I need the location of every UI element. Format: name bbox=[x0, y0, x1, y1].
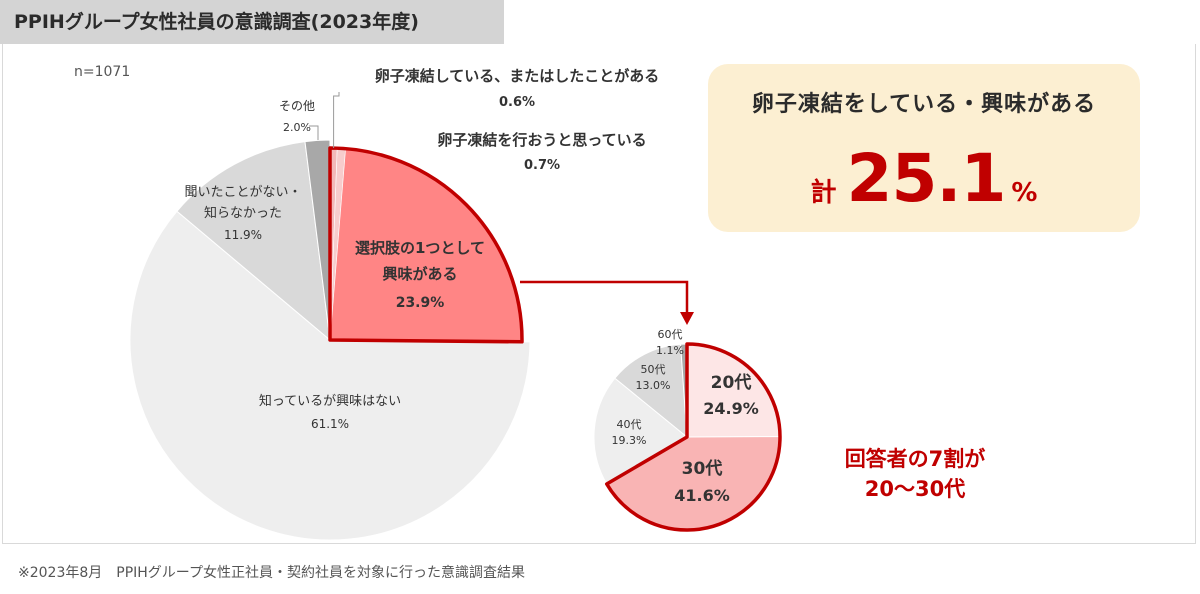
age-slice-1-value: 41.6% bbox=[674, 486, 730, 505]
connector-arrowhead bbox=[680, 312, 694, 325]
small-slice-leader-line bbox=[333, 92, 340, 148]
main-pie-slice-4 bbox=[176, 141, 331, 342]
connector-arrow bbox=[520, 280, 694, 325]
slice-0-label: 卵子凍結している、またはしたことがある bbox=[375, 67, 660, 85]
slice-5-value: 2.0% bbox=[283, 121, 311, 134]
slice-5-label: その他 bbox=[279, 99, 315, 113]
main-pie-labels: 卵子凍結している、またはしたことがある 0.6% 卵子凍結を行おうと思っている 0.7… bbox=[184, 67, 659, 431]
age-slice-2-label: 40代 bbox=[617, 418, 642, 431]
slice-1-value: 0.7% bbox=[524, 158, 560, 173]
footnote: ※2023年8月 PPIHグループ女性正社員・契約社員を対象に行った意識調査結果 bbox=[18, 565, 525, 581]
age-note-line-2: 20〜30代 bbox=[864, 477, 966, 501]
age-note: 回答者の7割が 20〜30代 bbox=[830, 444, 1000, 504]
chart-panel bbox=[2, 44, 1196, 544]
slice-4-label-line-0: 聞いたことがない・ bbox=[184, 185, 301, 200]
age-slice-3-label: 50代 bbox=[641, 363, 666, 376]
summary-callout: 卵子凍結をしている・興味がある 計 25.1% bbox=[708, 64, 1140, 232]
main-pie bbox=[129, 139, 531, 541]
age-slice-4-value: 1.1% bbox=[656, 344, 684, 357]
chart-title: PPIHグループ女性社員の意識調査(2023年度) bbox=[0, 0, 504, 44]
callout-prefix: 計 bbox=[810, 178, 837, 208]
main-pie-slice-5 bbox=[304, 139, 331, 341]
slice-1-label: 卵子凍結を行おうと思っている bbox=[437, 131, 646, 149]
slice-3-value: 61.1% bbox=[311, 417, 349, 431]
slice-4-label-line-1: 知らなかった bbox=[204, 205, 282, 221]
age-slice-1-label: 30代 bbox=[682, 458, 723, 479]
main-pie-slice-3 bbox=[129, 210, 531, 541]
callout-value: 25.1 bbox=[846, 140, 1007, 217]
age-breakdown-pie bbox=[593, 342, 782, 532]
age-slice-0-value: 24.9% bbox=[703, 399, 759, 418]
slice-2-label-line-1: 興味がある bbox=[382, 265, 457, 283]
slice-3-label: 知っているが興味はない bbox=[259, 393, 401, 409]
callout-label: 卵子凍結をしている・興味がある bbox=[751, 92, 1097, 117]
age-pie-slice-2 bbox=[593, 377, 688, 485]
connector-line bbox=[520, 280, 689, 314]
age-slice-4-label: 60代 bbox=[658, 328, 683, 341]
callout-total: 計 25.1% bbox=[708, 140, 1140, 217]
main-pie-highlight-outline bbox=[328, 146, 524, 344]
sample-size: n=1071 bbox=[74, 64, 130, 80]
age-pie-slice-3 bbox=[614, 343, 688, 439]
slice-2-label-line-0: 選択肢の1つとして bbox=[355, 239, 485, 257]
callout-unit: % bbox=[1011, 178, 1038, 208]
slice-0-value: 0.6% bbox=[499, 95, 535, 110]
age-slice-3-value: 13.0% bbox=[636, 379, 671, 392]
other-leader-line bbox=[309, 125, 319, 140]
age-slice-2-value: 19.3% bbox=[612, 434, 647, 447]
age-slice-0-label: 20代 bbox=[711, 372, 752, 393]
slice-2-value: 23.9% bbox=[396, 295, 445, 311]
age-pie-highlight-outline bbox=[605, 342, 782, 532]
age-breakdown-labels: 20代 24.9% 30代 41.6% 40代 19.3% 50代 13.0% 60代 1.1% bbox=[612, 328, 759, 505]
age-note-line-1: 回答者の7割が bbox=[844, 447, 986, 471]
slice-4-value: 11.9% bbox=[224, 228, 262, 242]
